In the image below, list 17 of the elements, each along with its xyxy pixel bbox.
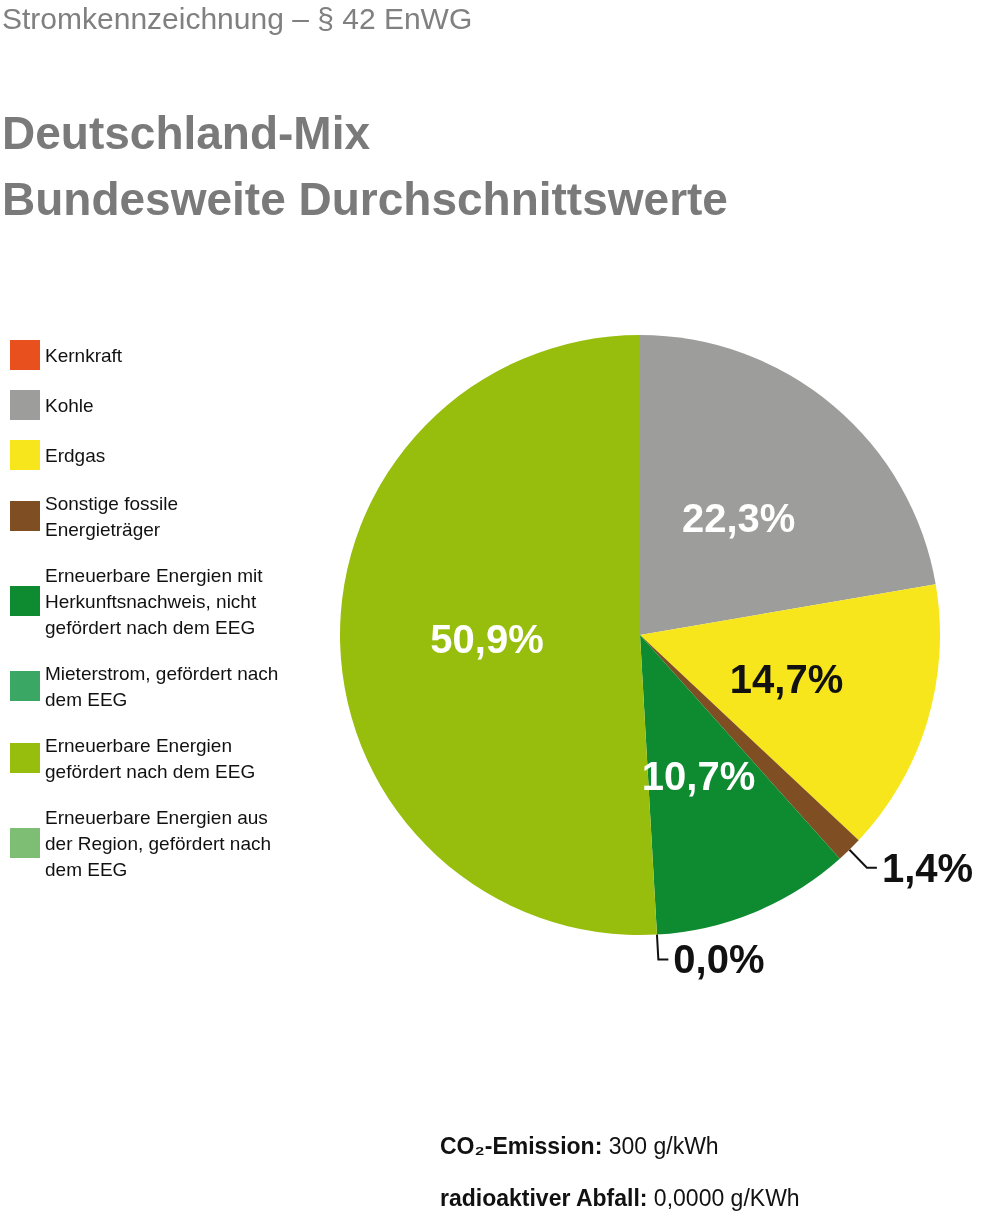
- legend-label: Erneuerbare Energien aus der Region, gefördert nach dem EEG: [45, 806, 277, 880]
- data-label: 22,3%: [681, 496, 796, 541]
- legend-label: Erdgas: [45, 444, 106, 466]
- chart-subtitle: Stromkennzeichnung – § 42 EnWG: [2, 2, 473, 36]
- legend-label: Mieterstrom, gefördert nach dem EEG: [45, 662, 284, 710]
- text: radioaktiver Abfall: 0,0000 g/KWh: [440, 1184, 800, 1213]
- legend-label: Kernkraft: [45, 344, 123, 366]
- data-label: 1,4%: [881, 845, 974, 890]
- data-label: 50,9%: [430, 617, 544, 662]
- legend-label: Kohle: [45, 394, 94, 416]
- data-label: 14,7%: [729, 657, 844, 702]
- text: 0,0%: [673, 937, 765, 982]
- text: CO₂-Emission: 300 g/kWh: [440, 1132, 720, 1161]
- chart-title: Deutschland-Mix Bundesweite Durchschnittswerte: [2, 106, 728, 227]
- legend-label: Erneuerbare Energien mit Herkunftsnachweis, nicht gefördert nach dem EEG: [45, 564, 268, 638]
- legend-label: Sonstige fossile Energieträger: [45, 492, 184, 540]
- legend-label: Erneuerbare Energien gefördert nach dem EEG: [45, 734, 256, 782]
